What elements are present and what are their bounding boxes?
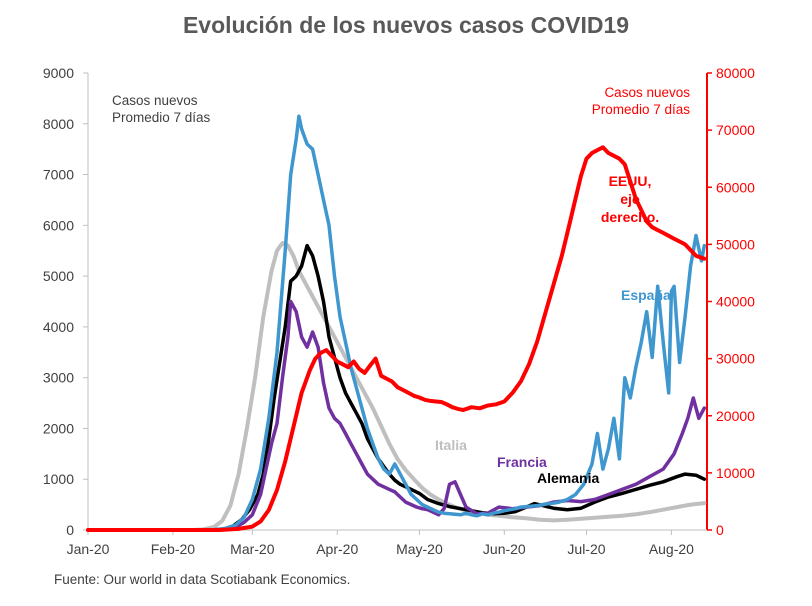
left-tick-label: 9000 (43, 65, 74, 81)
right-note-line-2: Promedio 7 días (592, 102, 691, 117)
left-note-line-1: Casos nuevos (112, 93, 198, 108)
x-tick-label: Mar-20 (230, 541, 275, 557)
right-tick-label: 50000 (716, 236, 755, 252)
x-tick-label: Feb-20 (151, 541, 196, 557)
left-tick-label: 6000 (43, 217, 74, 233)
right-tick-label: 80000 (716, 65, 755, 81)
right-tick-label: 0 (716, 522, 724, 538)
x-tick-label: Aug-20 (649, 541, 694, 557)
left-tick-label: 1000 (43, 471, 74, 487)
series-label-usa: eje (620, 191, 640, 207)
source-note: Fuente: Our world in data Scotiabank Eco… (54, 572, 350, 587)
right-axis: 0 10000 20000 30000 40000 50000 60000 70000 8000… (706, 65, 755, 538)
left-tick-label: 7000 (43, 167, 74, 183)
series-layer (86, 114, 707, 532)
right-note-line-1: Casos nuevos (604, 85, 690, 100)
x-tick-label: Jun-20 (483, 541, 526, 557)
left-tick-label: 3000 (43, 370, 74, 386)
left-tick-label: 8000 (43, 116, 74, 132)
series-label-usa: derecho. (601, 209, 659, 225)
series-label-usa: EEUU, (609, 173, 652, 189)
left-tick-label: 0 (66, 522, 74, 538)
right-tick-label: 10000 (716, 465, 755, 481)
series-label-spain: España (621, 287, 671, 303)
series-label-italy: Italia (435, 437, 467, 453)
series-line-italy (86, 241, 707, 532)
series-line-usa (86, 145, 707, 532)
chart-title: Evolución de los nuevos casos COVID19 (183, 12, 629, 38)
left-tick-label: 5000 (43, 268, 74, 284)
x-tick-label: Apr-20 (316, 541, 358, 557)
left-tick-label: 4000 (43, 319, 74, 335)
left-note-line-2: Promedio 7 días (112, 110, 211, 125)
right-tick-label: 70000 (716, 122, 755, 138)
right-tick-label: 40000 (716, 294, 755, 310)
series-line-spain (86, 114, 707, 532)
x-axis: Jan-20 Feb-20 Mar-20 Apr-20 May-20 Jun-20 Jul-… (67, 529, 707, 557)
right-tick-label: 30000 (716, 351, 755, 367)
series-label-france: Francia (497, 454, 547, 470)
right-note: Casos nuevos Promedio 7 días (592, 85, 691, 117)
right-tick-label: 60000 (716, 179, 755, 195)
left-note: Casos nuevos Promedio 7 días (112, 93, 211, 125)
series-line-france (86, 299, 707, 532)
series-label-germany: Alemania (537, 470, 599, 486)
x-tick-label: Jul-20 (567, 541, 605, 557)
left-tick-label: 2000 (43, 420, 74, 436)
left-axis: 0 1000 2000 3000 4000 5000 6000 7000 8000 9000 (43, 65, 89, 538)
x-tick-label: May-20 (396, 541, 443, 557)
x-tick-label: Jan-20 (67, 541, 110, 557)
right-tick-label: 20000 (716, 408, 755, 424)
